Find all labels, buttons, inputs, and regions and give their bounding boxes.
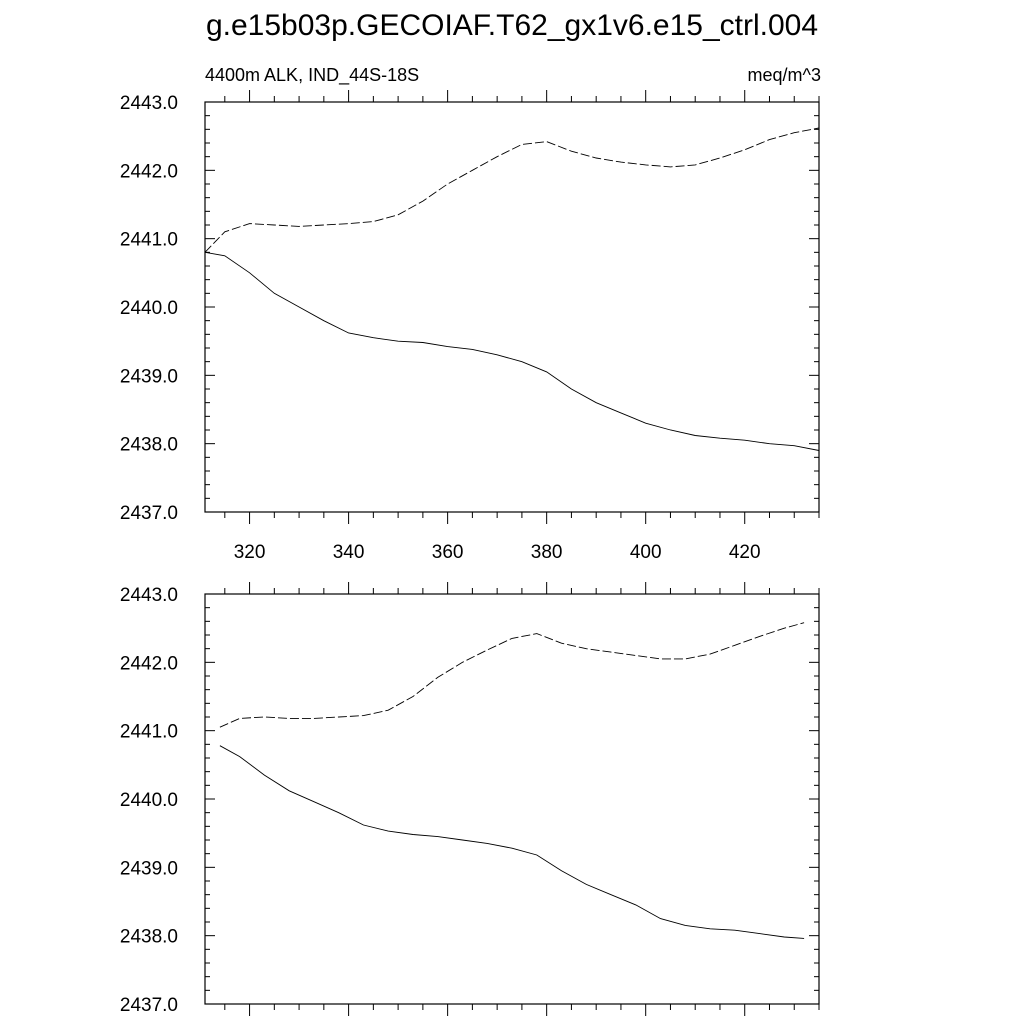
- y-tick-label: 2437.0: [120, 503, 178, 524]
- y-tick-label: 2443.0: [120, 585, 178, 606]
- y-tick-label: 2442.0: [120, 161, 178, 182]
- x-tick-label: 400: [630, 542, 662, 563]
- y-tick-label: 2439.0: [120, 366, 178, 387]
- chart-title: g.e15b03p.GECOIAF.T62_gx1v6.e15_ctrl.004: [205, 9, 819, 42]
- y-tick-label: 2442.0: [120, 653, 178, 674]
- x-tick-label: 360: [432, 542, 464, 563]
- series-line-dashed: [219, 622, 805, 728]
- y-tick-label: 2441.0: [120, 230, 178, 251]
- panel-top: 2437.0 2438.0 2439.0 2440.0 2441.0 2442.0 2443…: [120, 90, 820, 563]
- left-subtitle: 4400m ALK, IND_44S-18S: [205, 65, 420, 85]
- y-tick-label: 2438.0: [120, 435, 178, 456]
- plot-frame-top: [204, 101, 820, 513]
- x-tick-label: 380: [531, 542, 563, 563]
- plot-frame-bottom: [204, 593, 820, 1005]
- y-tick-label: 2441.0: [120, 722, 178, 743]
- y-tick-label: 2437.0: [120, 995, 178, 1016]
- y-tick-label: 2439.0: [120, 858, 178, 879]
- x-tick-label: 320: [234, 542, 266, 563]
- series-line-dashed: [204, 127, 820, 253]
- panel-bottom: 2437.0 2438.0 2439.0 2440.0 2441.0 2442.0 2443…: [120, 582, 820, 1016]
- series-line-solid: [219, 745, 805, 939]
- y-tick-label: 2440.0: [120, 790, 178, 811]
- x-tick-label: 420: [729, 542, 761, 563]
- y-tick-label: 2440.0: [120, 298, 178, 319]
- units-label: meq/m^3: [747, 65, 821, 85]
- series-line-solid: [204, 251, 820, 451]
- y-tick-label: 2443.0: [120, 93, 178, 114]
- y-tick-label: 2438.0: [120, 927, 178, 948]
- x-tick-label: 340: [333, 542, 365, 563]
